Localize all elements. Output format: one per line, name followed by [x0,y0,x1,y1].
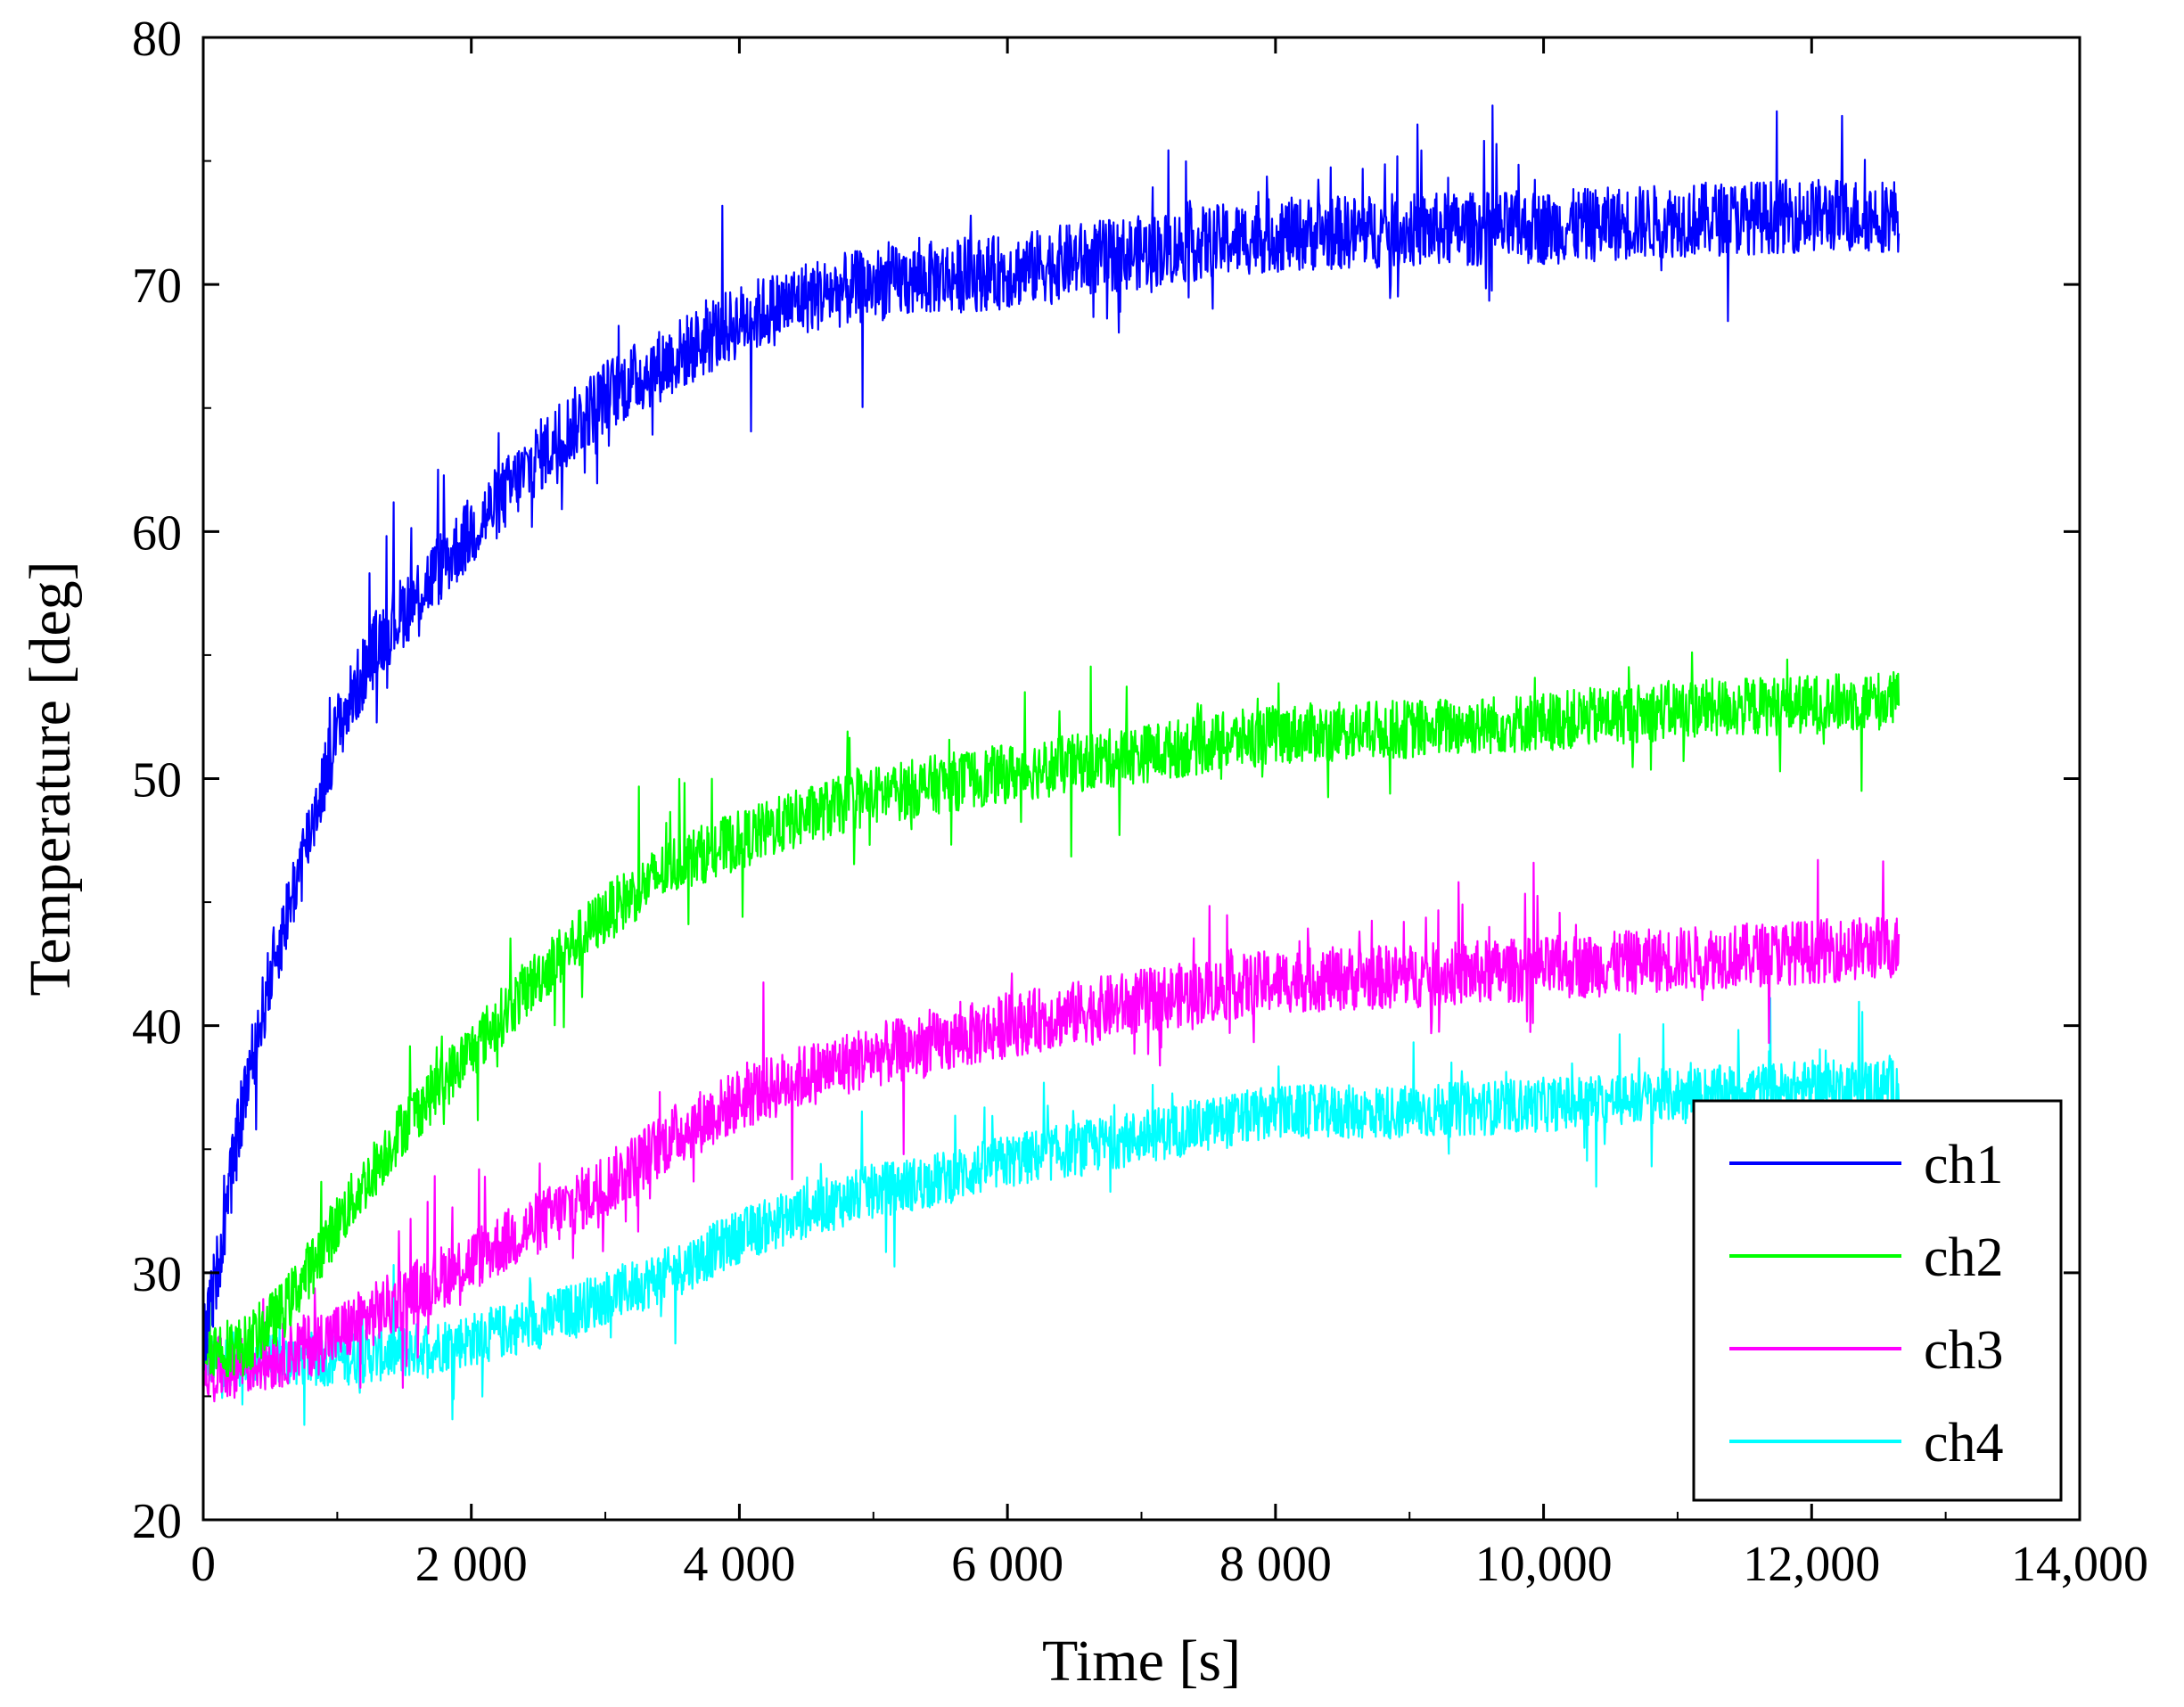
legend-label-ch3: ch3 [1924,1320,2004,1381]
series-ch4 [202,997,1901,1426]
y-tick-label-3: 50 [132,753,182,808]
y-axis-title: Temperature [deg] [18,561,83,996]
x-tick-label-2: 4 000 [683,1537,795,1592]
series-line-ch1 [201,104,1901,1372]
x-tick-label-0: 0 [191,1537,216,1592]
series-layer [201,104,1901,1426]
y-tick-label-5: 70 [132,259,182,314]
legend-box [1692,1099,2063,1502]
x-tick-label-3: 6 000 [951,1537,1063,1592]
legend-label-ch1: ch1 [1924,1135,2004,1195]
x-tick-label-6: 12,000 [1743,1537,1880,1592]
tick-labels-layer: 0 2 000 4 000 6 000 8 000 10,000 12,000 14,000 2… [132,12,2148,1592]
series-ch3 [201,858,1901,1410]
series-ch2 [201,651,1901,1377]
x-tick-label-4: 8 000 [1219,1537,1332,1592]
y-tick-label-1: 30 [132,1247,182,1302]
y-tick-label-6: 80 [132,12,182,67]
ticks-layer [201,36,2081,1522]
legend: ch1 ch2 ch3 ch4 [1692,1099,2063,1502]
x-tick-label-1: 2 000 [415,1537,528,1592]
series-line-ch3 [201,858,1901,1410]
y-tick-label-0: 20 [132,1494,182,1549]
x-tick-label-5: 10,000 [1475,1537,1613,1592]
y-tick-label-4: 60 [132,505,182,561]
legend-label-ch2: ch2 [1924,1227,2004,1288]
x-axis-title: Time [s] [1042,1629,1241,1694]
y-tick-label-2: 40 [132,1000,182,1055]
series-line-ch2 [201,651,1901,1377]
series-ch1 [201,104,1901,1372]
series-line-ch4 [202,997,1901,1426]
x-tick-label-7: 14,000 [2011,1537,2148,1592]
legend-label-ch4: ch4 [1924,1413,2004,1473]
